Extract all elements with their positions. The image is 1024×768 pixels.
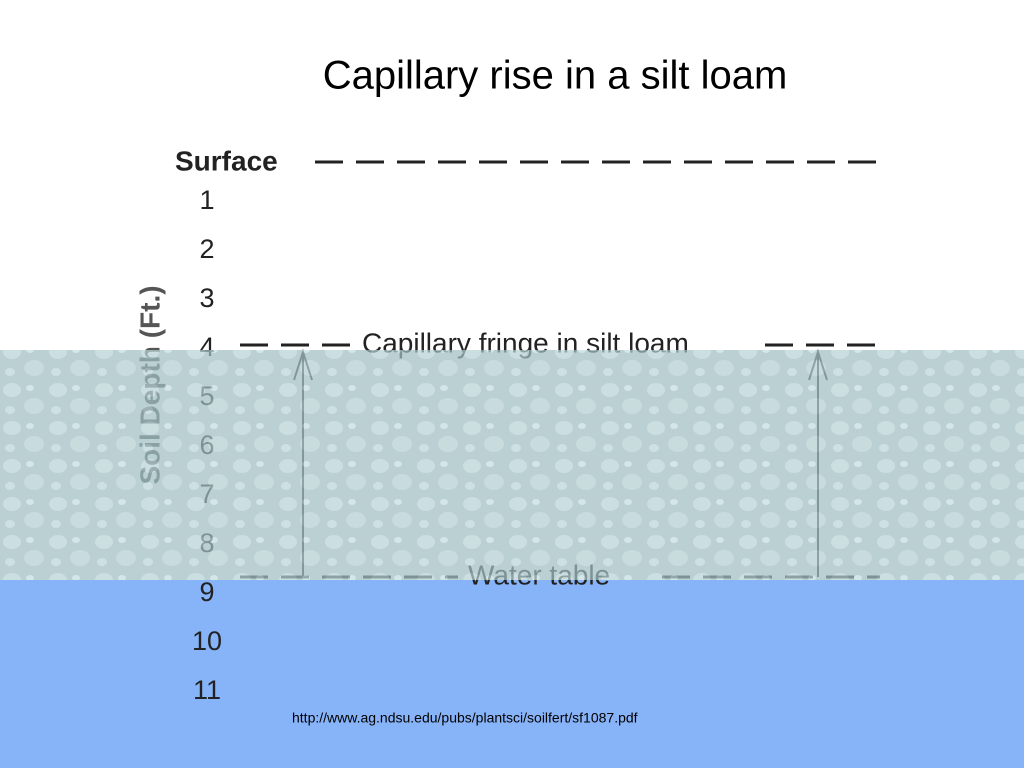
depth-label: 10 <box>192 626 222 656</box>
water-band <box>0 580 1024 768</box>
depth-label: 2 <box>199 234 214 264</box>
depth-label: 9 <box>199 577 214 607</box>
slide-title: Capillary rise in a silt loam <box>323 54 788 98</box>
surface-label: Surface <box>175 145 278 176</box>
depth-label: 1 <box>199 185 214 215</box>
capillary-zone <box>0 350 1024 580</box>
depth-label: 11 <box>193 675 221 705</box>
depth-label: 3 <box>199 283 214 313</box>
source-url: http://www.ag.ndsu.edu/pubs/plantsci/soi… <box>292 710 638 726</box>
